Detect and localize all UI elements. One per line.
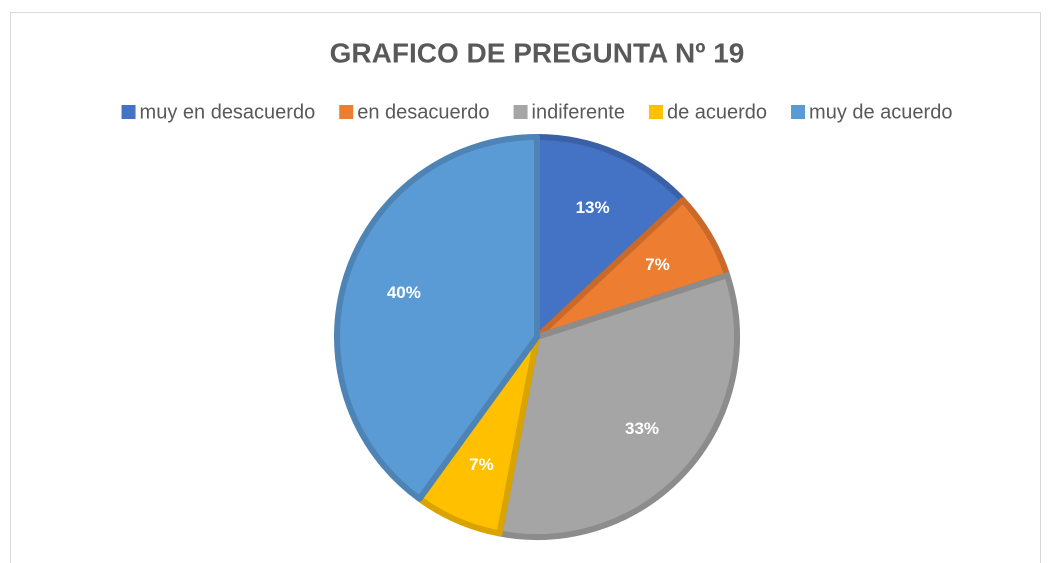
legend-swatch (513, 105, 528, 119)
chart-frame (10, 12, 1041, 563)
legend-label: de acuerdo (667, 101, 767, 123)
data-label: 40% (387, 283, 421, 302)
legend: muy en desacuerdo en desacuerdo indiferent… (121, 101, 952, 123)
data-label: 7% (645, 255, 670, 274)
legend-swatch (121, 105, 136, 119)
data-label: 7% (469, 455, 494, 474)
legend-label: muy en desacuerdo (140, 101, 316, 123)
legend-swatch (339, 105, 354, 119)
legend-label: en desacuerdo (357, 101, 489, 123)
pie-slice (496, 272, 740, 540)
pie-slice (334, 134, 540, 502)
legend-swatch (648, 105, 663, 119)
legend-label: muy de acuerdo (809, 101, 952, 123)
legend-label: indiferente (532, 101, 625, 123)
chart-title: GRAFICO DE PREGUNTA Nº 19 (330, 37, 745, 68)
data-label: 13% (576, 198, 610, 217)
legend-swatch (791, 105, 806, 119)
pie-slice (534, 134, 686, 340)
data-label: 33% (625, 419, 659, 438)
